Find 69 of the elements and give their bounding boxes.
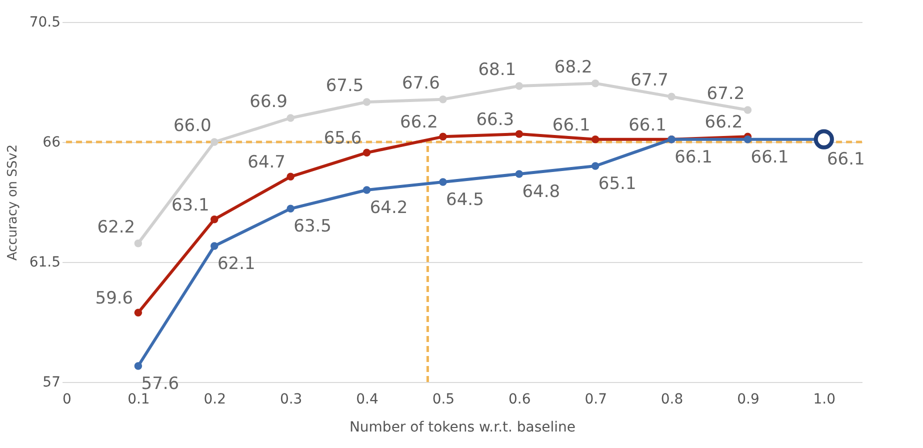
x-tick-label: 1.0: [813, 392, 836, 408]
point: [744, 135, 752, 144]
point: [515, 170, 524, 178]
data-label: 66.9: [250, 92, 288, 112]
point: [286, 204, 294, 213]
data-label: 62.2: [97, 217, 136, 238]
x-tick-label: 0: [62, 392, 72, 408]
point: [591, 135, 600, 144]
data-label: 67.7: [630, 70, 668, 91]
point: [439, 178, 447, 186]
data-label: 67.5: [326, 76, 364, 96]
data-label: 68.1: [478, 60, 516, 80]
point: [439, 132, 447, 141]
data-label: 57.6: [141, 374, 180, 394]
y-axis-title: Accuracy on SSv2: [5, 144, 20, 261]
point: [134, 308, 142, 317]
x-tick-label: 0.9: [737, 392, 760, 408]
data-label: 62.1: [217, 254, 256, 274]
data-label: 66.1: [628, 115, 666, 136]
data-label: 66.3: [476, 110, 514, 130]
x-tick-label: 0.4: [356, 392, 378, 408]
data-label: 64.5: [446, 190, 484, 210]
point: [591, 79, 600, 88]
x-tick-label: 0.1: [128, 392, 150, 408]
point: [515, 82, 524, 90]
point: [591, 162, 600, 170]
x-tick-label: 0.7: [584, 392, 607, 408]
data-label: 66.2: [400, 112, 438, 133]
data-label: 63.1: [171, 195, 210, 216]
data-label: 67.6: [402, 73, 440, 94]
x-tick-label: 0.6: [508, 392, 531, 408]
point: [286, 114, 294, 122]
point: [134, 239, 142, 248]
x-tick-label: 0.8: [660, 392, 684, 408]
y-tick-label: 57: [42, 374, 60, 390]
data-label: 66.1: [552, 115, 590, 136]
point: [814, 129, 834, 150]
data-label: 68.2: [554, 57, 592, 78]
point: [134, 362, 142, 370]
y-tick-label: 66: [42, 134, 61, 150]
point: [210, 138, 218, 146]
data-label: 66.1: [826, 149, 865, 170]
data-label: 66.1: [750, 147, 789, 168]
data-label: 67.2: [706, 84, 745, 104]
data-label: 64.8: [522, 182, 560, 202]
data-label: 66.0: [173, 116, 212, 136]
x-tick-label: 0.3: [280, 392, 302, 408]
y-tick-label: 70.5: [29, 14, 60, 30]
data-label: 66.2: [704, 112, 743, 133]
point: [286, 172, 294, 181]
data-label: 63.5: [294, 216, 332, 237]
data-label: 64.2: [370, 198, 408, 218]
point: [668, 92, 676, 101]
point: [362, 98, 371, 106]
data-label: 59.6: [95, 288, 134, 309]
point: [439, 95, 447, 104]
point: [362, 148, 371, 157]
point: [362, 186, 371, 194]
point: [744, 106, 752, 114]
point: [210, 242, 218, 250]
point: [515, 130, 524, 138]
point: [210, 215, 218, 224]
data-label: 64.7: [248, 152, 286, 173]
y-tick-label: 61.5: [29, 254, 60, 270]
x-tick-label: 0.5: [432, 392, 455, 408]
x-axis-title: Number of tokens w.r.t. baseline: [349, 420, 576, 436]
x-tick-label: 0.2: [204, 392, 226, 408]
data-label: 66.1: [674, 147, 712, 168]
data-label: 65.1: [598, 174, 636, 194]
